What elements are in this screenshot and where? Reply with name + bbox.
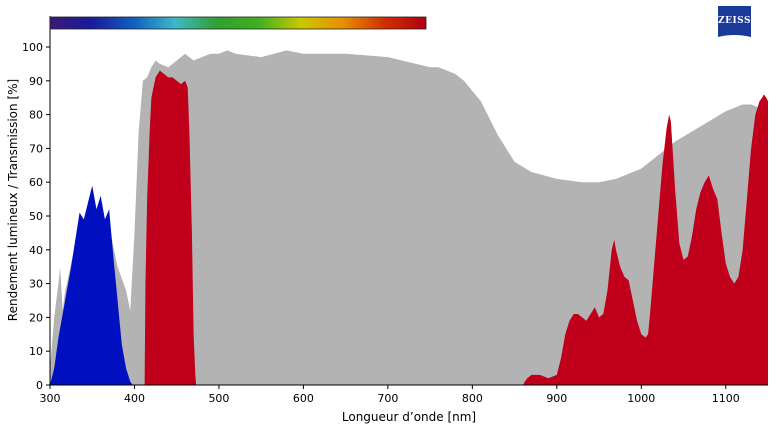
- spectrum-bar: [49, 16, 427, 30]
- series-area-transmission: [50, 50, 768, 385]
- x-ticks: 300 400 500 600 700 800 900 1000 1100: [40, 385, 740, 405]
- y-tick-label: 80: [29, 109, 43, 122]
- x-axis-label: Longueur d’onde [nm]: [342, 410, 476, 424]
- y-axis-label: Rendement lumineux / Transmission [%]: [6, 79, 20, 321]
- axes: [49, 16, 768, 386]
- x-tick-label: 1100: [712, 392, 740, 405]
- y-ticks: 0 10 20 30 40 50 60 70 80 90 100: [22, 41, 50, 392]
- x-tick-label: 1000: [627, 392, 655, 405]
- y-tick-label: 70: [29, 142, 43, 155]
- x-tick-label: 900: [546, 392, 567, 405]
- y-tick-label: 10: [29, 345, 43, 358]
- y-tick-label: 50: [29, 210, 43, 223]
- logo-shape: [718, 6, 751, 37]
- y-tick-label: 60: [29, 176, 43, 189]
- series-area-blue: [50, 185, 133, 385]
- y-tick-label: 0: [36, 379, 43, 392]
- x-tick-label: 500: [208, 392, 229, 405]
- x-tick-label: 700: [377, 392, 398, 405]
- y-tick-label: 30: [29, 278, 43, 291]
- y-tick-label: 20: [29, 311, 43, 324]
- x-tick-label: 800: [462, 392, 483, 405]
- y-tick-label: 90: [29, 75, 43, 88]
- x-tick-label: 400: [124, 392, 145, 405]
- series-area-red: [144, 70, 769, 385]
- x-tick-label: 300: [40, 392, 61, 405]
- zeiss-logo: ZEISS: [718, 6, 751, 37]
- y-tick-label: 100: [22, 41, 43, 54]
- logo-text: ZEISS: [718, 16, 751, 26]
- y-tick-label: 40: [29, 244, 43, 257]
- series-areas: [50, 50, 769, 385]
- x-tick-label: 600: [293, 392, 314, 405]
